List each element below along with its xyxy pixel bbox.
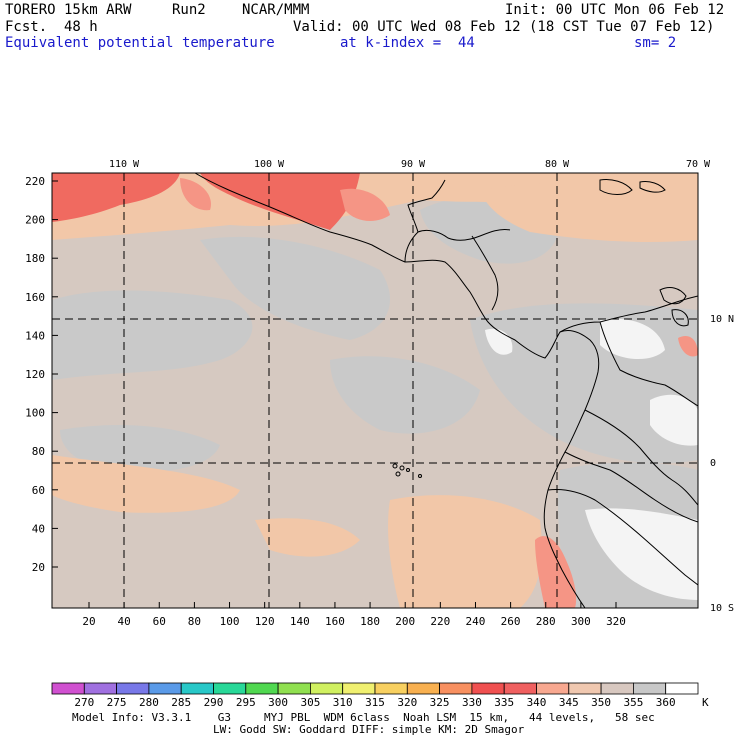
colorbar-label: 350 [591, 696, 611, 709]
colorbar-swatch [568, 682, 602, 695]
colorbar-label: 295 [236, 696, 256, 709]
temperature-field [52, 173, 698, 608]
latitude-label: 10 S [710, 603, 734, 614]
colorbar-label: 360 [656, 696, 676, 709]
latitude-label: 10 N [710, 314, 734, 325]
x-axis: 20 40 60 80 100 120 140 160 180 200 220 240 260 280 30… [82, 602, 626, 628]
colorbar: 270 275 280 285 290 295 300 305 310 315 320 325 330 3… [51, 682, 709, 709]
x-tick-label: 180 [360, 615, 380, 628]
y-tick-label: 180 [25, 252, 45, 265]
colorbar-swatch [213, 682, 247, 695]
y-tick-label: 160 [25, 291, 45, 304]
y-tick-label: 220 [25, 175, 45, 188]
colorbar-swatch [503, 682, 537, 695]
x-tick-label: 220 [430, 615, 450, 628]
colorbar-label: 320 [397, 696, 417, 709]
colorbar-swatch [83, 682, 118, 695]
longitude-label: 110 W [109, 159, 140, 170]
x-tick-label: 160 [325, 615, 345, 628]
colorbar-label: 330 [462, 696, 482, 709]
x-tick-label: 80 [188, 615, 201, 628]
run-label: Run2 [172, 2, 206, 18]
x-tick-label: 40 [118, 615, 131, 628]
x-tick-label: 140 [290, 615, 310, 628]
colorbar-swatch [665, 682, 699, 695]
colorbar-swatch [116, 682, 150, 695]
colorbar-label: 335 [494, 696, 514, 709]
colorbar-label: 355 [623, 696, 643, 709]
colorbar-swatch [600, 682, 634, 695]
colorbar-label: 340 [527, 696, 547, 709]
colorbar-label: 285 [171, 696, 191, 709]
model-info: Model Info: V3.3.1 G3 MYJ PBL WDM 6class… [72, 711, 655, 724]
y-tick-label: 140 [25, 329, 45, 342]
colorbar-swatch [277, 682, 311, 695]
y-axis: 220 200 180 160 140 120 100 80 60 40 20 [25, 175, 58, 574]
x-tick-label: 120 [255, 615, 275, 628]
x-tick-label: 100 [220, 615, 240, 628]
longitude-labels: 110 W 100 W 90 W 80 W 70 W [109, 159, 711, 170]
x-tick-label: 260 [501, 615, 521, 628]
y-tick-label: 200 [25, 214, 45, 227]
physics-info: LW: Godd SW: Goddard DIFF: simple KM: 2D… [213, 723, 525, 736]
level-label: at k-index = 44 [340, 35, 475, 51]
x-tick-label: 300 [571, 615, 591, 628]
colorbar-label: 275 [107, 696, 127, 709]
longitude-label: 70 W [686, 159, 711, 170]
y-tick-label: 20 [32, 561, 45, 574]
init-time: Init: 00 UTC Mon 06 Feb 12 [505, 2, 725, 18]
map-figure: 220 200 180 160 140 120 100 80 60 40 20 20 40 60 80 10… [25, 159, 734, 628]
x-tick-label: 60 [153, 615, 166, 628]
longitude-label: 100 W [254, 159, 285, 170]
longitude-label: 90 W [401, 159, 426, 170]
colorbar-label: 305 [300, 696, 320, 709]
colorbar-swatch [245, 682, 279, 695]
model-title: TORERO 15km ARW [5, 2, 132, 18]
colorbar-swatch [180, 682, 214, 695]
latitude-label: 0 [710, 458, 716, 469]
lat-lon-grid [52, 173, 698, 608]
x-tick-label: 240 [466, 615, 486, 628]
longitude-label: 80 W [545, 159, 570, 170]
smoothing-label: sm= 2 [634, 35, 677, 51]
colorbar-label: 315 [365, 696, 385, 709]
colorbar-swatch [471, 682, 505, 695]
colorbar-label: 300 [268, 696, 288, 709]
colorbar-swatch [633, 682, 667, 695]
valid-time: Valid: 00 UTC Wed 08 Feb 12 (18 CST Tue … [293, 19, 715, 35]
colorbar-swatch [148, 682, 182, 695]
colorbar-label: 345 [559, 696, 579, 709]
colorbar-swatch [439, 682, 473, 695]
colorbar-swatch [309, 682, 344, 695]
y-tick-label: 120 [25, 368, 45, 381]
coastlines [194, 173, 698, 608]
x-tick-label: 320 [606, 615, 626, 628]
y-tick-label: 60 [32, 484, 45, 497]
colorbar-unit: K [702, 696, 709, 709]
colorbar-swatch [51, 682, 85, 695]
colorbar-swatch [406, 682, 440, 695]
colorbar-label: 310 [333, 696, 353, 709]
colorbar-label: 270 [74, 696, 94, 709]
x-tick-label: 280 [536, 615, 556, 628]
colorbar-swatch [342, 682, 376, 695]
colorbar-swatch [536, 682, 570, 695]
x-tick-label: 200 [395, 615, 415, 628]
y-tick-label: 80 [32, 445, 45, 458]
y-tick-label: 40 [32, 522, 45, 535]
map-frame [51, 172, 699, 609]
colorbar-swatch [374, 682, 408, 695]
colorbar-label: 280 [139, 696, 159, 709]
field-name: Equivalent potential temperature [5, 35, 275, 51]
latitude-labels: 10 N 0 10 S [710, 314, 734, 614]
forecast-hour: Fcst. 48 h [5, 19, 98, 35]
org-label: NCAR/MMM [242, 2, 310, 18]
y-tick-label: 100 [25, 407, 45, 420]
colorbar-label: 325 [430, 696, 450, 709]
colorbar-label: 290 [204, 696, 224, 709]
x-tick-label: 20 [82, 615, 95, 628]
